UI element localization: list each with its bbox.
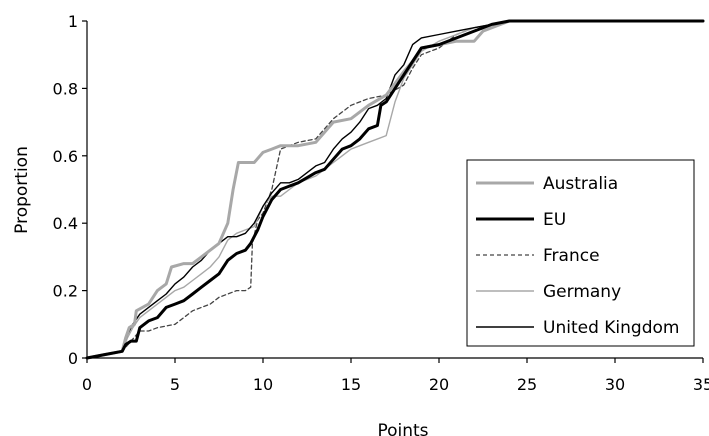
x-tick-label: 5 [170,375,180,394]
legend-label-france: France [543,246,600,266]
x-tick-label: 25 [517,375,537,394]
y-tick-label: 0.4 [53,214,78,233]
series-line-eu [85,19,705,360]
y-tick-label: 1 [68,12,78,31]
x-tick-label: 15 [341,375,361,394]
x-tick-label: 20 [429,375,449,394]
axes [86,21,703,359]
legend: Australia EU France Germany United Kingdom [466,159,695,347]
legend-label-australia: Australia [543,174,618,194]
x-tick-label: 10 [253,375,273,394]
y-axis-title: Proportion [12,146,32,234]
x-tick-label: 30 [605,375,625,394]
legend-box [466,159,695,347]
y-ticks: 0 0.2 0.4 0.6 0.8 1 [53,12,87,368]
y-tick-label: 0.8 [53,79,78,98]
y-tick-label: 0.6 [53,147,78,166]
y-tick-label: 0.2 [53,282,78,301]
plot-lines [85,19,705,360]
legend-label-eu: EU [543,210,566,230]
legend-items: Australia EU France Germany United Kingdom [476,174,679,338]
series-line-united-kingdom [86,20,704,359]
x-axis-title: Points [377,421,428,436]
x-tick-label: 35 [693,375,709,394]
x-ticks: 0 5 10 15 20 25 30 35 [82,358,709,394]
y-tick-label: 0 [68,349,78,368]
legend-label-united-kingdom: United Kingdom [543,318,679,338]
x-tick-label: 0 [82,375,92,394]
legend-label-germany: Germany [543,282,621,302]
